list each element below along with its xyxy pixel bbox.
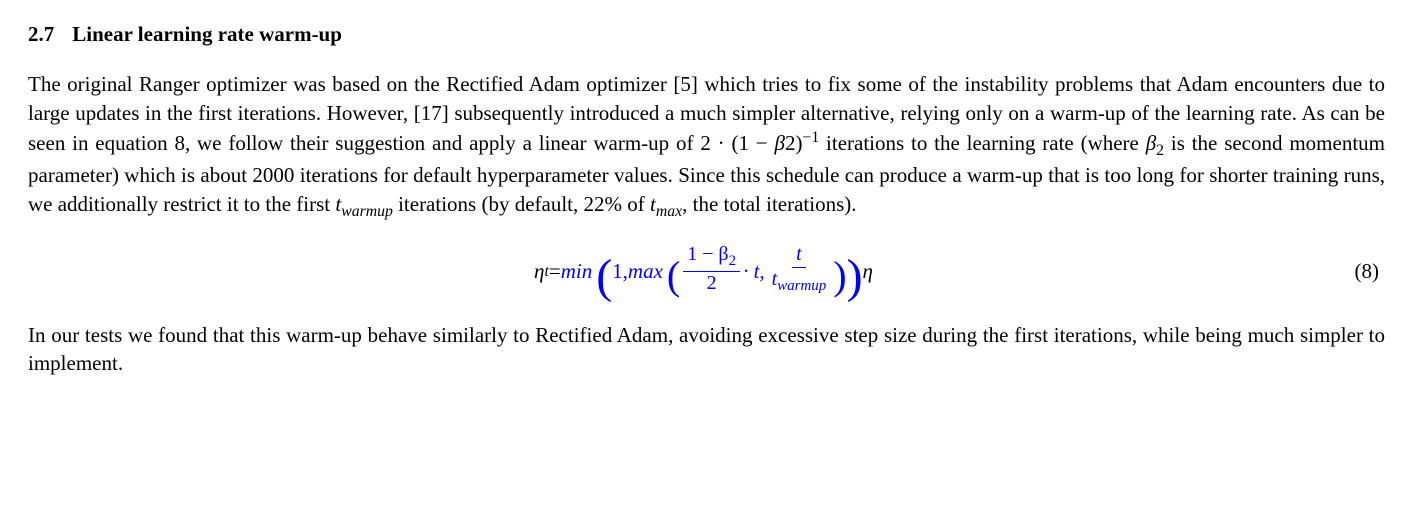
paragraph-1: The original Ranger optimizer was based … [28, 70, 1385, 222]
equation-number: (8) [873, 257, 1385, 285]
inline-pct: 22% [584, 192, 623, 216]
inline-warmup-expr: 2 · (1 − β2)−1 [700, 131, 819, 155]
eq-frac2-den: twarmup [768, 268, 831, 294]
inline-twarmup: twarmup [335, 192, 392, 216]
eq-frac1: 1 − β2 2 [683, 244, 740, 294]
p1-d: iterations (by default, [393, 192, 584, 216]
eq-rhs-eta: η [863, 257, 873, 285]
eq-max: max [628, 257, 663, 285]
section-number: 2.7 [28, 20, 54, 48]
eq-frac2: t twarmup [768, 244, 831, 294]
section-title: Linear learning rate warm-up [72, 22, 342, 46]
eq-min: min [561, 257, 593, 285]
eq-frac2-num: t [792, 244, 806, 268]
inline-tmax: tmax [650, 192, 682, 216]
equation-8: ηt = min ( 1, max ( 1 − β2 2 · t, t twar… [28, 246, 1385, 296]
eq-lhs-eta: η [534, 257, 544, 285]
p1-e: of [622, 192, 650, 216]
eq-frac1-num: 1 − β2 [683, 244, 740, 271]
eq-eq: = [549, 257, 561, 285]
section-heading: 2.7 Linear learning rate warm-up [28, 20, 1385, 48]
eq-dot-t: · t, [743, 257, 765, 285]
inline-beta2: β2 [1146, 131, 1164, 155]
p1-f: , the total iterations). [682, 192, 856, 216]
p1-b: iterations to the learning rate (where [819, 131, 1146, 155]
eq-frac1-den: 2 [703, 272, 721, 295]
eq-one: 1 [612, 257, 623, 285]
paragraph-2: In our tests we found that this warm-up … [28, 321, 1385, 378]
equation-body: ηt = min ( 1, max ( 1 − β2 2 · t, t twar… [534, 246, 873, 296]
